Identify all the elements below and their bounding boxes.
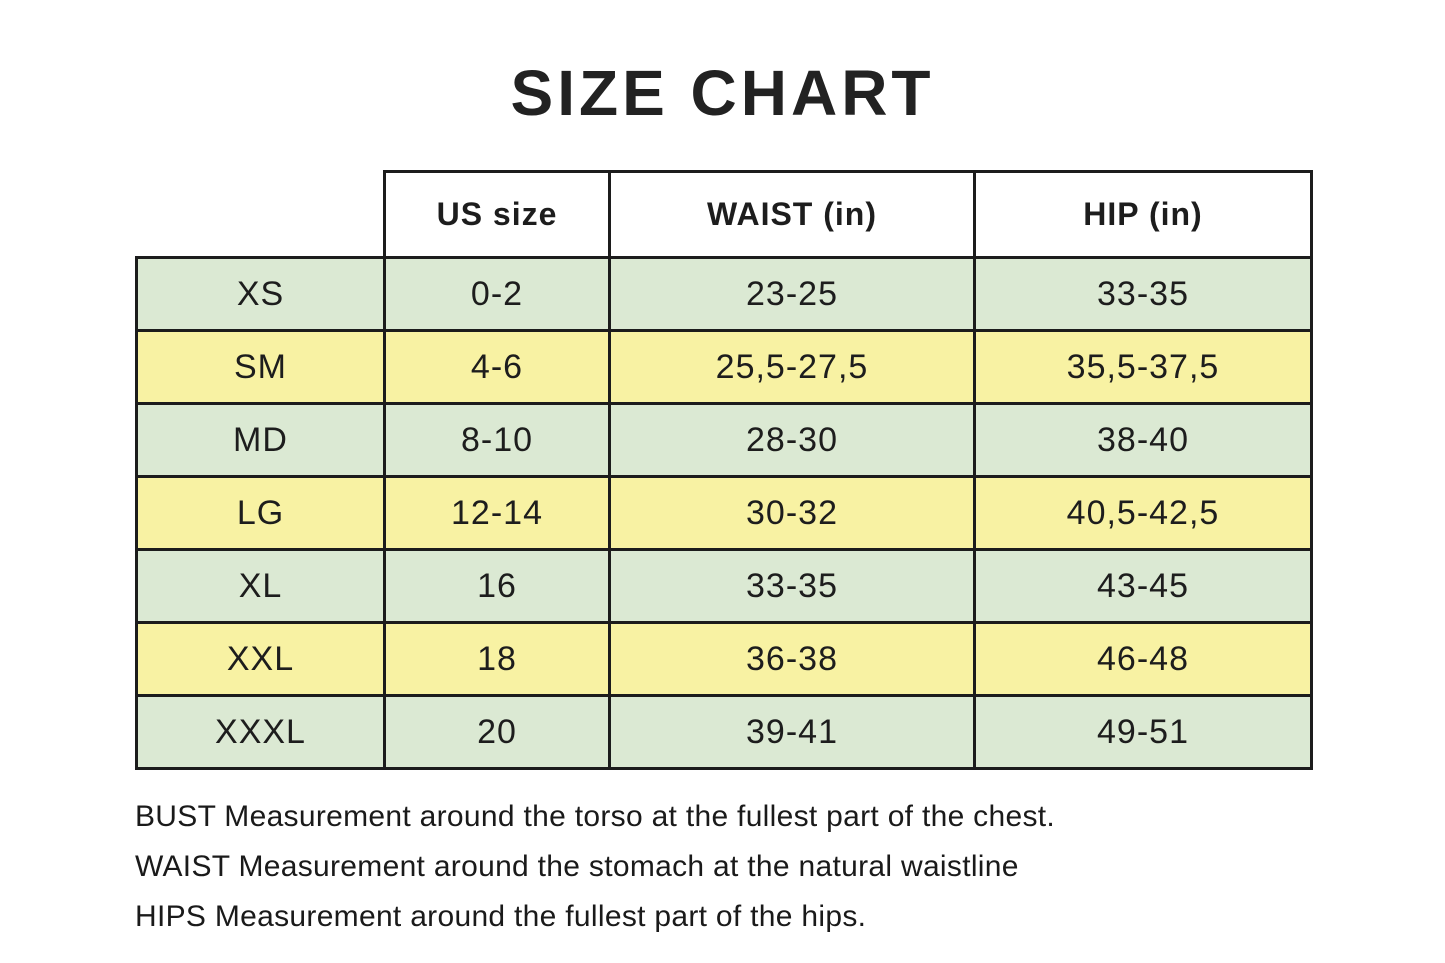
note-waist: WAIST Measurement around the stomach at …	[135, 850, 1019, 883]
column-header-waist: WAIST (in)	[608, 170, 976, 259]
us-size-cell: 12-14	[383, 475, 611, 551]
us-size-cell: 18	[383, 621, 611, 697]
size-label-cell: MD	[135, 402, 386, 478]
table-row: LG 12-14 30-32 40,5-42,5	[135, 475, 1313, 551]
size-label-cell: SM	[135, 329, 386, 405]
hip-cell: 43-45	[973, 548, 1313, 624]
note-bust: BUST Measurement around the torso at the…	[135, 800, 1056, 833]
waist-cell: 28-30	[608, 402, 976, 478]
size-chart-table: US size WAIST (in) HIP (in) XS 0-2 23-25…	[135, 170, 1313, 770]
hip-cell: 33-35	[973, 256, 1313, 332]
header-row: US size WAIST (in) HIP (in)	[137, 170, 1313, 259]
size-label-cell: XL	[135, 548, 386, 624]
table-row: MD 8-10 28-30 38-40	[135, 402, 1313, 478]
waist-cell: 33-35	[608, 548, 976, 624]
measurement-notes: BUST Measurement around the torso at the…	[135, 792, 1335, 942]
hip-cell: 35,5-37,5	[973, 329, 1313, 405]
us-size-cell: 0-2	[383, 256, 611, 332]
waist-cell: 30-32	[608, 475, 976, 551]
us-size-cell: 16	[383, 548, 611, 624]
waist-cell: 25,5-27,5	[608, 329, 976, 405]
us-size-cell: 4-6	[383, 329, 611, 405]
size-label-cell: XS	[135, 256, 386, 332]
column-header-us-size: US size	[383, 170, 611, 259]
hip-cell: 46-48	[973, 621, 1313, 697]
waist-cell: 23-25	[608, 256, 976, 332]
hip-cell: 38-40	[973, 402, 1313, 478]
hip-cell: 40,5-42,5	[973, 475, 1313, 551]
waist-cell: 36-38	[608, 621, 976, 697]
us-size-cell: 20	[383, 694, 611, 770]
empty-corner-cell	[137, 172, 385, 258]
table-row: XXL 18 36-38 46-48	[135, 621, 1313, 697]
waist-cell: 39-41	[608, 694, 976, 770]
page-title: SIZE CHART	[510, 57, 935, 129]
size-label-cell: XXXL	[135, 694, 386, 770]
hip-cell: 49-51	[973, 694, 1313, 770]
note-hips: HIPS Measurement around the fullest part…	[135, 900, 867, 933]
table-row: XS 0-2 23-25 33-35	[135, 256, 1313, 332]
size-label-cell: LG	[135, 475, 386, 551]
table-row: XL 16 33-35 43-45	[135, 548, 1313, 624]
size-label-cell: XXL	[135, 621, 386, 697]
table-row: XXXL 20 39-41 49-51	[135, 694, 1313, 770]
us-size-cell: 8-10	[383, 402, 611, 478]
table-row: SM 4-6 25,5-27,5 35,5-37,5	[135, 329, 1313, 405]
column-header-hip: HIP (in)	[973, 170, 1313, 259]
